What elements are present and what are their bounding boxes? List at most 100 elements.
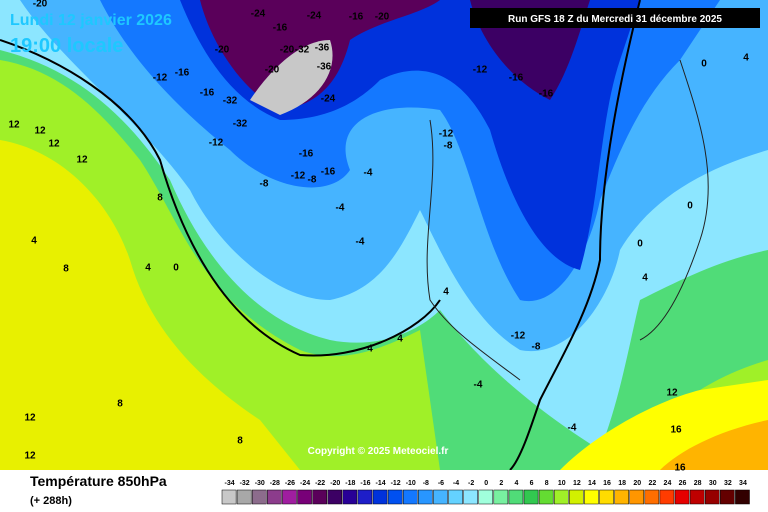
- scale-label: 28: [694, 480, 702, 487]
- scale-label: -16: [360, 480, 370, 487]
- scale-label: -34: [224, 480, 234, 487]
- contour-label: -8: [308, 175, 317, 186]
- contour-label: -20: [33, 0, 48, 10]
- date: Lundi 12 janvier 2026: [10, 12, 172, 29]
- contour-label: 8: [117, 399, 123, 410]
- scale-label: 4: [514, 480, 518, 487]
- scale-swatch: [357, 489, 373, 505]
- scale-swatch: [704, 489, 720, 505]
- contour-label: 0: [173, 263, 179, 274]
- contour-label: -20: [215, 45, 230, 56]
- scale-label: -8: [423, 480, 429, 487]
- scale-swatch: [584, 489, 599, 505]
- scale-label: -28: [270, 480, 280, 487]
- contour-label: 0: [637, 239, 643, 250]
- scale-label: 20: [633, 480, 641, 487]
- scale-label: 14: [588, 480, 596, 487]
- contour-label: -32: [223, 96, 238, 107]
- contour-label: -16: [273, 23, 288, 34]
- scale-label: -2: [468, 480, 474, 487]
- contour-label: -20: [265, 65, 280, 76]
- scale-label: -6: [438, 480, 444, 487]
- contour-label: -16: [175, 68, 190, 79]
- contour-label: -12: [439, 129, 454, 140]
- scale-swatch: [463, 489, 478, 505]
- scale-swatch: [221, 489, 237, 505]
- scale-swatch: [297, 489, 312, 505]
- contour-label: -8: [260, 179, 269, 190]
- contour-label: 12: [24, 451, 36, 462]
- contour-label: 4: [145, 263, 151, 274]
- scale-label: 12: [573, 480, 581, 487]
- contour-label: -4: [474, 380, 483, 391]
- contour-label: -16: [539, 89, 554, 100]
- scale-label: 8: [545, 480, 549, 487]
- contour-label: -4: [356, 237, 365, 248]
- scale-label: -12: [391, 480, 401, 487]
- scale-swatch: [523, 489, 539, 505]
- contour-label: 12: [666, 388, 678, 399]
- contour-label: 12: [76, 155, 88, 166]
- contour-label: -24: [321, 94, 336, 105]
- contour-label: -4: [568, 423, 577, 434]
- contour-label: 8: [63, 264, 69, 275]
- scale-swatch: [433, 489, 448, 505]
- contour-label: 8: [157, 193, 163, 204]
- scale-swatch: [267, 489, 282, 505]
- contour-label: -16: [349, 12, 364, 23]
- color-scale: -34 -32 -30 -28 -26 -24 -22 -20 -18 -16 -14 -12 -10-…: [221, 480, 750, 505]
- scale-swatch: [372, 489, 388, 505]
- map: [0, 0, 768, 470]
- contour-label: -32: [233, 119, 248, 130]
- scale-swatch: [327, 489, 343, 505]
- contour-label: 0: [701, 59, 707, 70]
- run-info: Run GFS 18 Z du Mercredi 31 décembre 202…: [508, 14, 722, 25]
- scale-label: 34: [739, 480, 747, 487]
- contour-label: -4: [336, 203, 345, 214]
- scale-swatch: [674, 489, 690, 505]
- contour-label: -16: [299, 149, 314, 160]
- scale-swatch: [418, 489, 433, 505]
- scale-label: -32: [240, 480, 250, 487]
- scale-label: -22: [315, 480, 325, 487]
- contour-label: -24: [251, 9, 266, 20]
- footer-lead: (+ 288h): [30, 495, 72, 507]
- scale-label: 24: [664, 480, 672, 487]
- scale-swatch: [689, 489, 705, 505]
- contour-label: -36: [315, 43, 330, 54]
- contour-label: -8: [444, 141, 453, 152]
- contour-label: 16: [674, 463, 686, 474]
- copyright: Copyright © 2025 Meteociel.fr: [308, 446, 449, 457]
- scale-label: -30: [255, 480, 265, 487]
- contour-label: -20: [375, 12, 390, 23]
- scale-label: -26: [285, 480, 295, 487]
- scale-swatch: [553, 489, 569, 505]
- scale-label: 2: [499, 480, 503, 487]
- contour-label: -16: [200, 88, 215, 99]
- scale-swatch: [312, 489, 327, 505]
- contour-label: -20: [280, 45, 295, 56]
- contour-label: -16: [509, 73, 524, 84]
- scale-label: 16: [603, 480, 611, 487]
- scale-label: -14: [375, 480, 385, 487]
- scale-swatch: [659, 489, 675, 505]
- contour-label: 0: [687, 201, 693, 212]
- contour-label: 12: [48, 139, 60, 150]
- scale-swatch: [599, 489, 614, 505]
- scale-swatch: [478, 489, 494, 505]
- time: 19:00 locale: [10, 35, 123, 57]
- contour-label: -12: [511, 331, 526, 342]
- scale-swatch: [720, 489, 735, 505]
- scale-swatch: [342, 489, 358, 505]
- contour-label: 4: [397, 334, 403, 345]
- contour-label: 16: [670, 425, 682, 436]
- scale-label: 10: [558, 480, 566, 487]
- scale-label: 26: [679, 480, 687, 487]
- contour-label: -8: [532, 342, 541, 353]
- scale-swatch: [282, 489, 297, 505]
- scale-label: -20: [330, 480, 340, 487]
- scale-swatch: [629, 489, 645, 505]
- footer-title: Température 850hPa: [30, 473, 167, 489]
- scale-swatch: [236, 489, 252, 505]
